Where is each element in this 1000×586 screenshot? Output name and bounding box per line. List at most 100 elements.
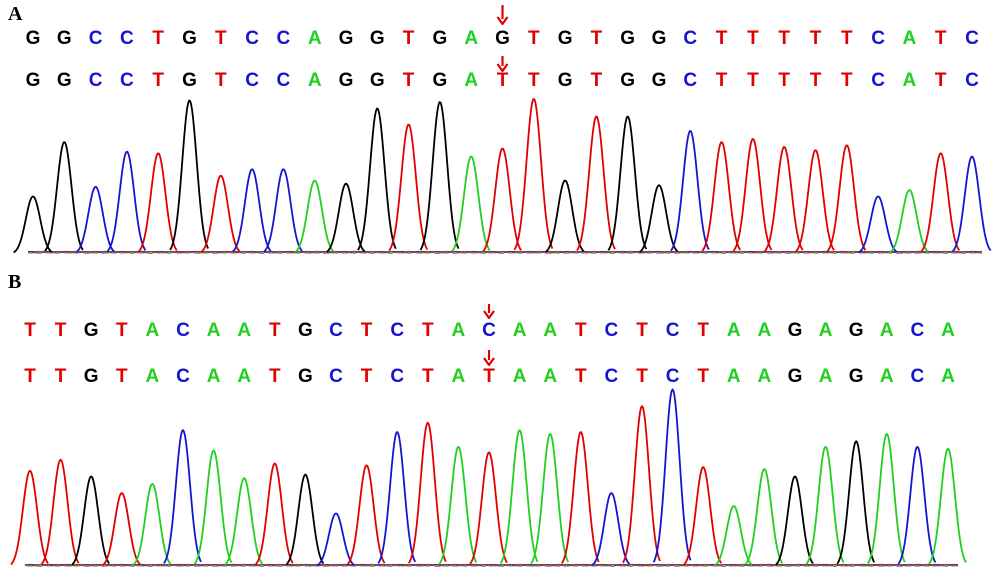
panel-a-reference-base: C xyxy=(277,28,291,49)
panel-b-reference-base: T xyxy=(269,320,281,341)
panel-b-trace-peak xyxy=(224,477,263,566)
panel-b-mutation-arrow-icon xyxy=(483,350,495,367)
panel-b-mutation-arrow-icon xyxy=(483,304,495,320)
panel-a-reference-base: T xyxy=(528,28,540,49)
panel-a-trace-peak xyxy=(889,189,929,254)
panel-b-trace-peak xyxy=(316,512,355,567)
panel-b-trace-peak xyxy=(591,492,631,566)
panel-a-trace-peak xyxy=(732,138,773,252)
panel-a-mutant-base: G xyxy=(620,70,635,91)
panel-b-mutant-base: T xyxy=(24,366,36,387)
panel-a-reference-base: G xyxy=(433,28,448,49)
panel-b-mutant-base: C xyxy=(911,366,925,387)
panel-b-mutant-base: C xyxy=(605,366,619,387)
panel-b-trace-peak xyxy=(775,475,814,566)
panel-a-reference-base: C xyxy=(89,28,103,49)
panel-b-reference-base: A xyxy=(543,320,557,341)
panel-b-mutant-base: A xyxy=(941,366,955,387)
panel-b-mutant-base: G xyxy=(298,366,313,387)
panel-b-reference-base: A xyxy=(727,320,741,341)
panel-a-reference-base: G xyxy=(182,28,197,49)
panel-b-reference-base: T xyxy=(361,320,373,341)
panel-b-trace-peak xyxy=(928,447,967,565)
panel-a-reference-base: G xyxy=(57,28,72,49)
panel-b-reference-base: A xyxy=(237,320,251,341)
panel-b-reference-base: A xyxy=(513,320,527,341)
panel-a-reference-base: C xyxy=(871,28,885,49)
panel-b-mutant-base: T xyxy=(575,366,587,387)
panel-b-reference-base: A xyxy=(941,320,955,341)
panel-a-mutant-base: G xyxy=(433,70,448,91)
panel-b-reference-base: C xyxy=(605,320,619,341)
panel-a-reference-base: G xyxy=(339,28,354,49)
panel-b-mutant-base: A xyxy=(237,366,251,387)
panel-a-mutant-base: T xyxy=(403,70,415,91)
panel-b-reference-base: G xyxy=(849,320,864,341)
panel-a-mutant-base: G xyxy=(652,70,667,91)
panel-a-mutant-base: C xyxy=(965,70,979,91)
panel-a-reference-base: T xyxy=(716,28,728,49)
panel-a-trace-peak xyxy=(169,99,209,251)
panel-a-trace-peak xyxy=(858,195,898,254)
panel-a-trace-peak xyxy=(232,168,272,253)
panel-a-trace-peak xyxy=(451,155,491,253)
panel-b-reference-base: T xyxy=(636,320,648,341)
panel-a-reference-base: T xyxy=(778,28,790,49)
panel-b-mutant-base: T xyxy=(697,366,709,387)
panel-a-trace-peak xyxy=(951,155,992,253)
panel-a-trace-peak xyxy=(106,150,147,252)
panel-a-trace-peak xyxy=(357,107,397,251)
panel-b-trace-peak xyxy=(346,464,386,565)
panel-b-mutant-base: C xyxy=(176,366,190,387)
panel-a-reference-base: A xyxy=(308,28,322,49)
panel-b-reference-base: C xyxy=(482,320,496,341)
panel-a-trace-peak xyxy=(826,144,867,252)
panel-a-trace-peak xyxy=(482,147,522,252)
panel-a-mutant-base: G xyxy=(558,70,573,91)
panel-a-reference-base: A xyxy=(903,28,917,49)
panel-a-reference-base: G xyxy=(558,28,573,49)
panel-b-reference-base: C xyxy=(176,320,190,341)
panel-a-reference-base: T xyxy=(935,28,947,49)
panel-a-mutant-base: T xyxy=(778,70,790,91)
panel-b-trace-peak xyxy=(836,440,876,565)
panel-b-trace-peak xyxy=(897,445,937,565)
panel-b-reference-base: A xyxy=(819,320,833,341)
panel-b-mutant-base: T xyxy=(636,366,648,387)
panel-a-mutant-base: G xyxy=(339,70,354,91)
panel-b-trace-peak xyxy=(867,432,906,564)
panel-b-trace-peak xyxy=(285,473,325,566)
panel-b-trace-peak xyxy=(408,421,447,564)
panel-a-reference-base: C xyxy=(965,28,979,49)
panel-a-trace-peak xyxy=(326,182,366,253)
panel-b-trace-peak xyxy=(163,429,202,564)
panel-a-reference-base: G xyxy=(620,28,635,49)
panel-a-mutant-base: A xyxy=(903,70,917,91)
panel-a-mutant-base: G xyxy=(182,70,197,91)
panel-b-reference-base: C xyxy=(666,320,680,341)
panel-b-reference-base: T xyxy=(55,320,67,341)
panel-b-reference-base: A xyxy=(758,320,772,341)
panel-a-reference-base: T xyxy=(403,28,415,49)
panel-a-mutant-base: T xyxy=(497,70,509,91)
panel-b-reference-base: A xyxy=(880,320,894,341)
panel-b-label: B xyxy=(8,271,21,293)
panel-b-baseline-noise xyxy=(24,563,959,567)
panel-a-baseline-noise xyxy=(27,250,983,254)
panel-a-mutant-base: C xyxy=(245,70,259,91)
panel-b-reference-base: C xyxy=(911,320,925,341)
panel-a-trace-peak xyxy=(670,130,710,252)
panel-a-mutant-base: T xyxy=(810,70,822,91)
panel-a-mutant-base: T xyxy=(591,70,603,91)
panel-b-mutant-base: G xyxy=(84,366,99,387)
panel-a-mutant-base: C xyxy=(871,70,885,91)
panel-a-reference-base: A xyxy=(464,28,478,49)
panel-b-mutant-base: T xyxy=(55,366,67,387)
panel-a-trace-peak xyxy=(44,141,84,252)
panel-b-trace-peak xyxy=(255,462,294,565)
